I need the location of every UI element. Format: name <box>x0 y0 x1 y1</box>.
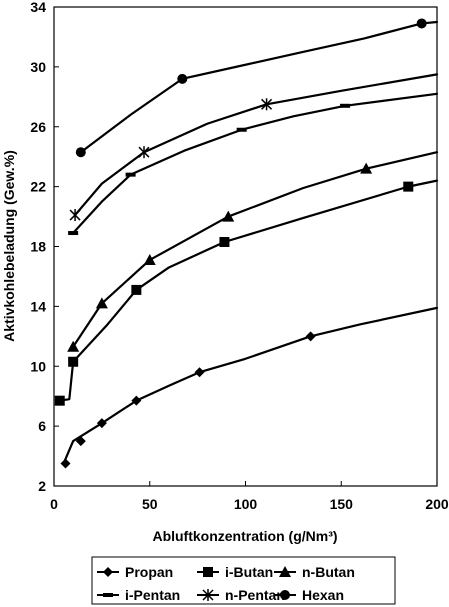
legend-marker-n-pentan <box>202 589 214 601</box>
legend-item-i-pentan: i-Pentan <box>97 587 180 603</box>
y-tick-label: 22 <box>30 179 46 195</box>
data-point-i-butan <box>403 181 414 192</box>
data-point-i-butan <box>68 356 79 367</box>
data-point-n-butan <box>222 210 235 222</box>
x-tick-label: 100 <box>234 496 258 512</box>
data-point-propan <box>305 331 316 342</box>
y-tick-label: 26 <box>30 119 46 135</box>
legend-marker-propan <box>103 567 113 577</box>
legend-item-i-butan: i-Butan <box>197 564 273 580</box>
legend-marker-i-butan <box>203 567 213 577</box>
series-line-n-pentan <box>73 73 439 217</box>
legend-label: Propan <box>125 564 173 580</box>
legend-marker-i-pentan <box>103 593 113 597</box>
data-point-i-butan <box>131 284 142 295</box>
x-tick-label: 150 <box>330 496 354 512</box>
data-point-i-pentan <box>340 103 351 108</box>
data-point-n-pentan <box>261 98 273 111</box>
data-point-i-butan <box>54 395 65 406</box>
legend-marker-hexan <box>280 590 290 600</box>
data-point-propan <box>60 458 71 469</box>
data-point-n-butan <box>360 162 373 174</box>
y-tick-label: 2 <box>38 478 46 494</box>
x-axis-label: Abluftkonzentration (g/Nm³) <box>152 528 337 544</box>
legend-item-propan: Propan <box>97 564 173 580</box>
legend-item-n-butan: n-Butan <box>274 564 355 580</box>
legend-label: n-Butan <box>302 564 355 580</box>
legend-label: Hexan <box>302 587 344 603</box>
y-axis-label: Aktivkohlebeladung (Gew.%) <box>1 150 17 342</box>
y-tick-label: 34 <box>30 0 46 15</box>
legend-label: i-Pentan <box>125 587 180 603</box>
series-i-pentan <box>68 92 439 236</box>
series-hexan <box>75 18 439 158</box>
series-n-pentan <box>69 73 439 222</box>
series-n-butan <box>67 151 439 352</box>
data-point-n-butan <box>95 297 108 309</box>
data-point-hexan <box>177 73 188 84</box>
series-line-i-butan <box>58 179 439 402</box>
data-point-n-pentan <box>69 209 81 222</box>
data-point-propan <box>75 436 86 447</box>
data-point-propan <box>194 367 205 378</box>
legend-item-n-pentan: n-Pentan <box>197 587 285 603</box>
data-point-i-pentan <box>236 127 247 132</box>
data-point-propan <box>131 395 142 406</box>
data-point-i-pentan <box>68 231 79 236</box>
y-tick-label: 6 <box>38 418 46 434</box>
data-point-i-pentan <box>125 172 136 177</box>
legend: Propan i-Butan n-Butan i-Pentan n-Pentan Hexa… <box>91 556 396 605</box>
legend-label: i-Butan <box>225 564 273 580</box>
series-layer <box>54 18 439 469</box>
series-propan <box>60 306 439 469</box>
x-tick-label: 200 <box>425 496 449 512</box>
plot-frame <box>53 6 438 487</box>
data-point-n-butan <box>143 253 156 265</box>
legend-marker-n-butan <box>279 566 291 577</box>
series-line-hexan <box>79 20 439 154</box>
data-point-hexan <box>416 18 427 29</box>
y-tick-label: 18 <box>30 239 46 255</box>
data-point-n-butan <box>67 340 80 352</box>
series-i-butan <box>54 179 439 406</box>
series-line-i-pentan <box>72 92 439 235</box>
data-point-i-butan <box>219 237 230 248</box>
legend-item-hexan: Hexan <box>274 587 344 603</box>
y-tick-label: 14 <box>30 298 46 314</box>
y-tick-label: 30 <box>30 59 46 75</box>
series-line-propan <box>62 306 439 465</box>
legend-label: n-Pentan <box>225 587 285 603</box>
data-point-propan <box>96 418 107 429</box>
y-tick-label: 10 <box>30 358 46 374</box>
x-tick-label: 50 <box>142 496 158 512</box>
data-point-n-pentan <box>138 146 150 159</box>
legend-box <box>91 556 396 605</box>
data-point-hexan <box>75 147 86 158</box>
x-tick-label: 0 <box>50 496 58 512</box>
series-line-n-butan <box>72 151 439 348</box>
